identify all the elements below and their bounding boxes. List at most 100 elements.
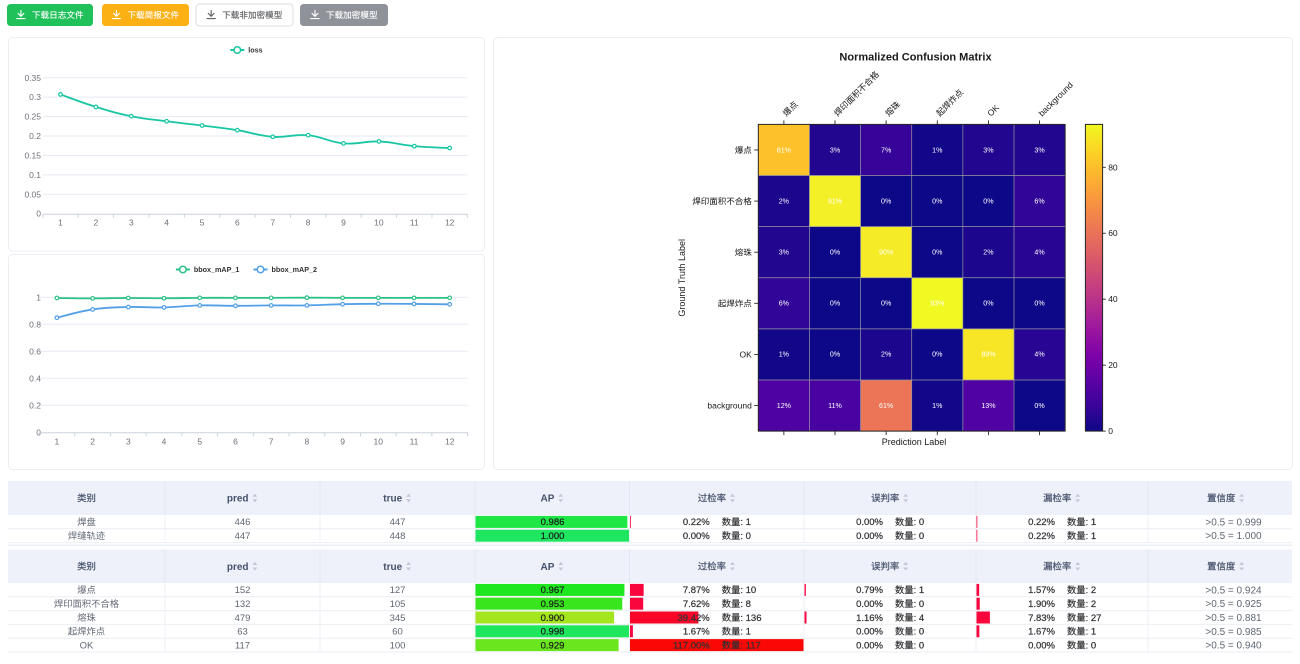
svg-text:60: 60 <box>1108 228 1118 238</box>
svg-text:OK: OK <box>740 349 753 359</box>
svg-text:0.998: 0.998 <box>541 627 565 638</box>
svg-text:0.3: 0.3 <box>29 92 41 102</box>
svg-text:0.953: 0.953 <box>541 599 565 610</box>
svg-text:Prediction Label: Prediction Label <box>882 437 947 447</box>
svg-text:3: 3 <box>126 436 131 446</box>
svg-text:10: 10 <box>374 436 384 446</box>
svg-text:100: 100 <box>390 640 406 651</box>
svg-text:OK: OK <box>80 640 94 651</box>
svg-text:2: 2 <box>90 436 95 446</box>
svg-text:0%: 0% <box>830 351 841 359</box>
svg-text:background: background <box>707 401 752 411</box>
svg-text:pred: pred <box>227 562 249 573</box>
svg-text:0.79%: 0.79% <box>856 585 883 596</box>
svg-text:0: 0 <box>36 209 41 219</box>
svg-text:10: 10 <box>374 218 384 228</box>
svg-text:0.00%: 0.00% <box>1028 640 1055 651</box>
svg-text:>0.5 = 1.000: >0.5 = 1.000 <box>1205 531 1262 542</box>
svg-text:132: 132 <box>235 599 251 610</box>
svg-text:2%: 2% <box>983 249 994 257</box>
svg-text:9: 9 <box>341 218 346 228</box>
svg-text:2: 2 <box>94 218 99 228</box>
svg-text:7.87%: 7.87% <box>683 585 710 596</box>
svg-text:2%: 2% <box>881 351 892 359</box>
svg-text:3%: 3% <box>779 249 790 257</box>
svg-text:1.57%: 1.57% <box>1028 585 1055 596</box>
svg-text:: 0: : 0 <box>914 627 925 638</box>
svg-text:447: 447 <box>390 517 406 528</box>
svg-text:7: 7 <box>269 436 274 446</box>
svg-text:Normalized Confusion Matrix: Normalized Confusion Matrix <box>839 52 992 64</box>
svg-text:: 117: : 117 <box>740 640 760 651</box>
svg-text:: 0: : 0 <box>914 517 925 528</box>
svg-text:7.62%: 7.62% <box>683 599 710 610</box>
svg-text:>0.5 = 0.985: >0.5 = 0.985 <box>1205 627 1262 638</box>
svg-text:60: 60 <box>392 627 403 638</box>
svg-text:bbox_mAP_1: bbox_mAP_1 <box>194 265 240 274</box>
svg-text:AP: AP <box>541 494 555 505</box>
svg-text:0%: 0% <box>881 300 892 308</box>
svg-text:1.67%: 1.67% <box>1028 627 1055 638</box>
svg-text:447: 447 <box>235 531 251 542</box>
svg-text:0.00%: 0.00% <box>856 517 883 528</box>
svg-text:: 1: : 1 <box>914 585 925 596</box>
svg-text:: 1: : 1 <box>740 627 751 638</box>
svg-text:40: 40 <box>1108 294 1118 304</box>
svg-text:0%: 0% <box>932 197 943 205</box>
svg-text:127: 127 <box>390 585 406 596</box>
svg-text:0.00%: 0.00% <box>856 627 883 638</box>
svg-text:0%: 0% <box>932 249 943 257</box>
svg-text:91%: 91% <box>828 197 843 205</box>
svg-text:0.22%: 0.22% <box>1028 531 1055 542</box>
svg-text:Ground Truth Label: Ground Truth Label <box>677 239 687 317</box>
svg-text:: 0: : 0 <box>914 531 925 542</box>
svg-text:446: 446 <box>235 517 251 528</box>
svg-text:1: 1 <box>55 436 60 446</box>
svg-text:0%: 0% <box>983 300 994 308</box>
svg-text:152: 152 <box>235 585 251 596</box>
svg-text:: 27: : 27 <box>1086 613 1102 624</box>
svg-text:0.22%: 0.22% <box>683 517 710 528</box>
svg-text:0.00%: 0.00% <box>683 531 710 542</box>
svg-text:11: 11 <box>410 218 419 228</box>
svg-text:: 8: : 8 <box>740 599 751 610</box>
svg-text:0%: 0% <box>983 197 994 205</box>
svg-text:0.8: 0.8 <box>29 319 41 329</box>
svg-text:: 2: : 2 <box>1086 599 1097 610</box>
svg-text:5: 5 <box>197 436 202 446</box>
svg-text:loss: loss <box>248 46 262 55</box>
svg-text:0.25: 0.25 <box>24 112 41 122</box>
svg-text:0.4: 0.4 <box>29 373 41 383</box>
svg-text:345: 345 <box>390 613 406 624</box>
svg-text:: 1: : 1 <box>1086 517 1097 528</box>
svg-text:pred: pred <box>227 494 249 505</box>
svg-text:0.22%: 0.22% <box>1028 517 1055 528</box>
svg-text:6%: 6% <box>1034 197 1045 205</box>
svg-text:: 0: : 0 <box>914 599 925 610</box>
svg-text:1%: 1% <box>779 351 790 359</box>
svg-text:8: 8 <box>306 218 311 228</box>
svg-text:>0.5 = 0.924: >0.5 = 0.924 <box>1205 585 1262 596</box>
svg-text:>0.5 = 0.925: >0.5 = 0.925 <box>1205 599 1262 610</box>
svg-text:20: 20 <box>1108 360 1118 370</box>
svg-text:true: true <box>383 494 402 505</box>
svg-text:1.67%: 1.67% <box>683 627 710 638</box>
svg-text:7: 7 <box>270 218 275 228</box>
svg-text:: 0: : 0 <box>1086 640 1097 651</box>
svg-text:: 1: : 1 <box>740 517 751 528</box>
svg-text:0.1: 0.1 <box>29 170 41 180</box>
svg-text:61%: 61% <box>879 402 894 410</box>
svg-text:4%: 4% <box>1034 249 1045 257</box>
svg-text:3: 3 <box>129 218 134 228</box>
svg-text:117.00%: 117.00% <box>673 640 710 651</box>
svg-text:0: 0 <box>36 427 41 437</box>
svg-text:11%: 11% <box>828 402 842 410</box>
svg-text:13%: 13% <box>981 402 996 410</box>
svg-text:1%: 1% <box>932 402 943 410</box>
svg-text:0%: 0% <box>1034 300 1045 308</box>
svg-text:81%: 81% <box>777 146 792 154</box>
svg-text:80: 80 <box>1108 162 1118 172</box>
svg-text:1: 1 <box>58 218 63 228</box>
svg-text:0: 0 <box>1108 426 1113 436</box>
svg-text:90%: 90% <box>879 249 894 257</box>
